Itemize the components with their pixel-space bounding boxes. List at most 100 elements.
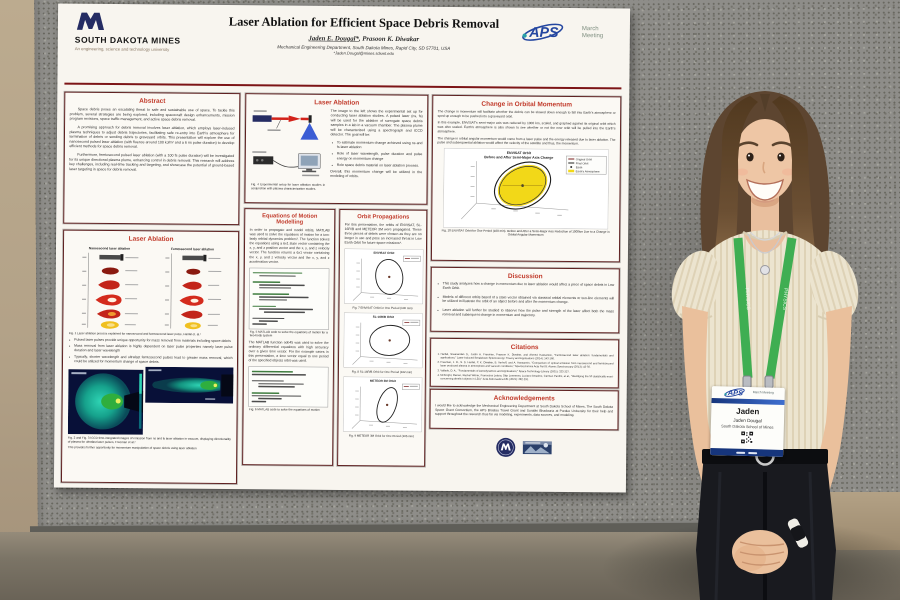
fig4-caption: Fig. 4 Experimental setup for laser abla…	[251, 183, 326, 191]
svg-text:Before and After Semi-Major Ax: Before and After Semi-Major Axis Change	[484, 155, 553, 160]
sleeve-left	[671, 250, 721, 322]
research-poster: SOUTH DAKOTA MINES An engineering, scien…	[53, 3, 631, 493]
sleeve-right	[809, 250, 859, 322]
hair-part	[760, 94, 770, 112]
hands-clasped	[732, 530, 788, 574]
svg-text:Nanosecond laser ablation: Nanosecond laser ablation	[89, 246, 130, 250]
badge-qr-code	[740, 430, 754, 445]
fig1-left-column	[81, 252, 139, 329]
momentum-paragraph: The change in momentum will facilitate w…	[437, 109, 616, 119]
hair-front-right	[772, 96, 817, 274]
fig5-caption: Fig. 5 MATLAB code to solve the equation…	[249, 330, 328, 338]
author-presenting: Jaden E. Dougal*	[308, 34, 359, 43]
lanyard-text: PHYSICS	[781, 288, 789, 311]
fig1-right-column	[164, 253, 222, 330]
necklace	[747, 231, 783, 275]
abstract-paragraph: Furthermore, femtosecond pulsed laser ab…	[69, 152, 235, 172]
fig10-orbit-change-plot: ENVISAT Orbit Before and After Semi-Majo…	[443, 147, 609, 230]
smartwatch	[787, 518, 809, 548]
badge-organization: South Dakota School of Mines	[721, 423, 774, 430]
citation-list: Harilal, Sivanandan S., Justin A. Freema…	[435, 353, 613, 382]
aps-orbit-icon: APS	[522, 23, 564, 41]
poster-header: SOUTH DAKOTA MINES An engineering, scien…	[57, 4, 630, 87]
badge-blue-band	[711, 398, 785, 405]
badge-aps-icon: APS	[724, 388, 745, 397]
svg-text:Final Orbit: Final Orbit	[576, 161, 589, 165]
lanyard-text: PHYSICS	[744, 288, 752, 311]
mines-seal-icon	[496, 437, 516, 457]
section-orbit-propagations: Orbit Propagations For this presentation…	[337, 208, 428, 467]
section-title: Acknowledgements	[493, 393, 555, 402]
section-title: Citations	[510, 342, 539, 351]
fig6-matlab-code	[248, 366, 329, 408]
abstract-paragraph: Space debris poses an escalating threat …	[69, 106, 235, 122]
sd-mines-logo: SOUTH DAKOTA MINES An engineering, scien…	[57, 4, 208, 83]
bullet: Laser ablation will further be studied t…	[442, 309, 614, 319]
bullet: This study analyzes how a change in mome…	[443, 282, 615, 292]
svg-text:METEOR 3M Orbit: METEOR 3M Orbit	[370, 379, 396, 383]
section-equations: Equations of Motion Modelling In order t…	[242, 208, 336, 466]
sponsor-logos	[429, 435, 618, 461]
section-orbital-momentum: Change in Orbital Momentum The change in…	[430, 94, 622, 263]
badge-header: APS March Meeting	[712, 386, 785, 400]
fig8-caption: Fig. 8 SL-16R/B Orbit for One Period (10…	[351, 370, 413, 375]
momentum-paragraph: In this example, ENVISAT's semi-major ax…	[437, 121, 616, 134]
lanyard-strap-left	[733, 237, 753, 379]
poster-title: Laser Ablation for Efficient Space Debri…	[228, 15, 500, 31]
svg-text:Earth: Earth	[576, 165, 583, 169]
section-laser-ablation-left: Laser Ablation Nanosecond laser ablation…	[60, 229, 240, 485]
laser-mid-outro: Overall, this momentum change will be ut…	[330, 169, 423, 179]
neckline	[743, 232, 787, 252]
citation: Freeman, J. R., S. S. Harilal, P. K. Diw…	[440, 361, 613, 369]
nose	[762, 161, 766, 174]
bullet: Role space debris material on laser abla…	[337, 163, 423, 168]
svg-text:Original Orbit: Original Orbit	[576, 157, 592, 161]
person: PHYSICS PHYSICS	[671, 91, 859, 600]
lanyard-clip	[764, 375, 774, 389]
section-title: Laser Ablation	[128, 234, 174, 243]
orbits-paragraph: For this presentation, the orbits of ENV…	[344, 223, 422, 246]
section-title: Discussion	[507, 271, 543, 280]
svg-text:APS: APS	[727, 388, 743, 397]
university-name: SOUTH DAKOTA MINES	[74, 35, 181, 46]
svg-text:ENVISAT Orbit: ENVISAT Orbit	[374, 251, 395, 255]
bullet: Pulsed laser pulses provide unique oppor…	[74, 338, 233, 344]
laser-ablation-bullets: Pulsed laser pulses provide unique oppor…	[67, 338, 233, 366]
citation: Harilal, Sivanandan S., Justin A. Freema…	[441, 353, 614, 361]
fig6-caption: Fig. 6 MATLAB code to solve the equation…	[249, 408, 320, 412]
svg-text:APS: APS	[528, 25, 559, 41]
bullet: Models of different orbits based of a st…	[443, 295, 615, 305]
acknowledgements-text: I would like to acknowledge the Mechanic…	[435, 403, 614, 418]
fig8-orbit-plot: SL-16R/B Orbit Fig. 8 SL-16R/B Orbit for…	[343, 312, 423, 375]
poster-authors: Jaden E. Dougal*, Prasoon K. Diwakar	[208, 33, 520, 44]
arm-right	[788, 306, 852, 544]
fig2-fig3-caption: Fig. 2 and Fig. 3 ICCD time-integrated i…	[67, 436, 231, 445]
fig9-caption: Fig. 9 METEOR 3M Orbit for One Period (1…	[348, 434, 414, 439]
bullet: Typically, shorter wavelength and ultraf…	[74, 355, 233, 365]
fig7-orbit-plot: ENVISAT Orbit Fig. 7 ENVISAT Orbit for O…	[344, 248, 424, 311]
section-acknowledgements: Acknowledgements I would like to acknowl…	[429, 388, 619, 431]
discussion-bullets: This study analyzes how a change in mome…	[436, 282, 614, 319]
pendant	[760, 265, 770, 275]
badge-first-name: Jaden	[736, 406, 760, 417]
section-title: Orbit Propagations	[357, 213, 410, 221]
fig7-caption: Fig. 7 ENVISAT Orbit for One Period (100…	[352, 306, 413, 311]
lanyard-strap-right	[765, 237, 797, 379]
pants	[696, 446, 836, 600]
fig1-ablation-stages-figure: Nanosecond laser ablation Femtosecond la…	[81, 246, 222, 330]
svg-text:Earth's Atmosphere: Earth's Atmosphere	[576, 169, 600, 173]
sd-mines-m-icon	[76, 12, 105, 31]
citation: McKnight, Darren, Rachel Witner, Frances…	[440, 374, 613, 382]
eyebrow	[736, 141, 759, 148]
smile	[746, 178, 784, 201]
eye	[777, 152, 785, 162]
university-tagline: An engineering, science and technology u…	[74, 46, 170, 52]
fig2-fig3-plasma-images	[67, 366, 234, 436]
equations-paragraph: In order to propagate and model orbits, …	[249, 228, 330, 264]
arm-left	[682, 306, 746, 544]
section-title: Change in Orbital Momentum	[481, 99, 573, 109]
laser-mid-bullets: To estimate momentum change achieved usi…	[330, 141, 423, 169]
fig2-fig3-note: This provides further opportunity for mo…	[67, 446, 197, 451]
laser-mid-intro: The image to the left shows the experime…	[330, 109, 423, 137]
